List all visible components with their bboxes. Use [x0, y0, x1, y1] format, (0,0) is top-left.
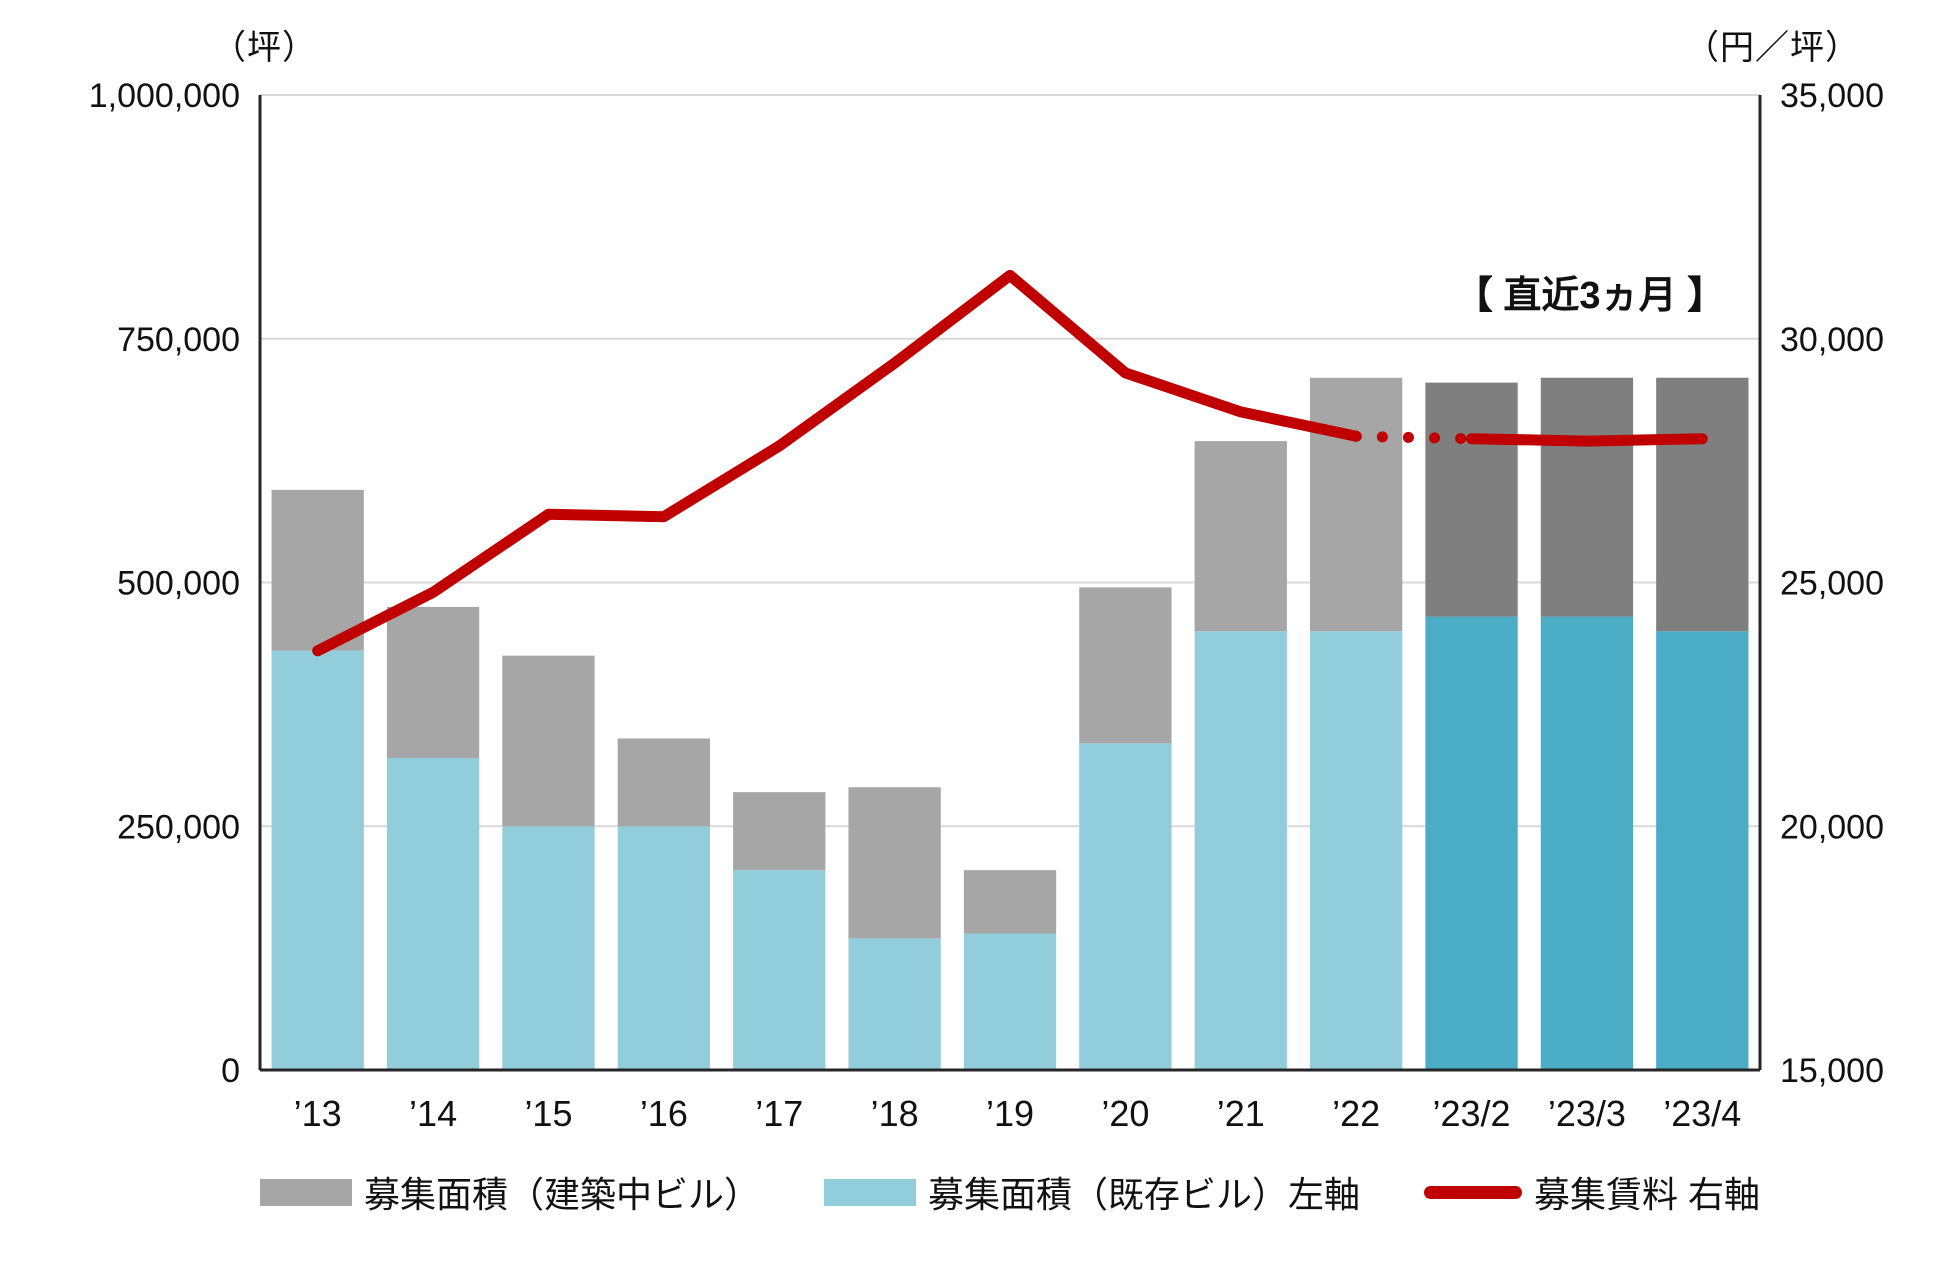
left-tick-label: 0	[221, 1052, 240, 1090]
bar-existing-segment	[733, 870, 826, 1070]
rent-line-series	[312, 269, 1708, 657]
bar-construction-segment	[386, 606, 480, 758]
x-tick-label: ’20	[1101, 1093, 1149, 1134]
bar-construction-segment	[1194, 441, 1287, 632]
rent-line-dotted	[1350, 430, 1477, 445]
left-tick-label: 750,000	[117, 321, 240, 359]
bar-existing-segment	[1310, 631, 1403, 1070]
left-tick-label: 500,000	[117, 565, 240, 603]
bar-existing-segment	[271, 650, 364, 1070]
x-axis-tick-labels: ’13 ’14 ’15 ’16 ’17 ’18 ’19 ’20 ’21 ’22 ’23/2 ’23/3…	[294, 1093, 1742, 1134]
bar-construction-segment	[1079, 587, 1172, 744]
x-tick-label: ’21	[1217, 1093, 1265, 1134]
left-tick-label: 250,000	[117, 808, 240, 846]
x-tick-label: ’17	[755, 1093, 803, 1134]
bar-existing-segment	[502, 826, 595, 1070]
left-tick-label: 1,000,000	[89, 77, 240, 115]
bar-construction-segment	[963, 870, 1057, 934]
x-tick-label: ’19	[986, 1093, 1034, 1134]
bar-existing-segment	[848, 938, 941, 1070]
axis-lines	[258, 95, 1762, 1072]
right-tick-label: 25,000	[1780, 565, 1884, 603]
legend-swatch-rent-line	[1423, 1185, 1522, 1199]
right-tick-label: 15,000	[1780, 1052, 1884, 1090]
bar-existing-segment	[1656, 631, 1749, 1070]
recent-3-months-annotation: 【 直近3ヵ月 】	[1454, 275, 1726, 317]
legend-item-rent: 募集賃料 右軸	[1423, 1166, 1760, 1218]
legend-item-construction: 募集面積（建築中ビル）	[260, 1166, 760, 1218]
bar-existing-segment	[1425, 616, 1518, 1070]
bars-group	[271, 377, 1749, 1070]
x-tick-label: ’23/3	[1548, 1093, 1626, 1134]
bar-existing-segment	[1540, 616, 1634, 1070]
legend-swatch-existing	[823, 1178, 916, 1206]
bar-existing-segment	[963, 933, 1057, 1070]
bar-construction-segment	[1425, 382, 1518, 617]
bar-existing-segment	[1079, 743, 1172, 1070]
x-tick-label: ’15	[524, 1093, 572, 1134]
bar-construction-segment	[733, 792, 826, 871]
right-axis-unit-label: （円／坪）	[1685, 29, 1860, 67]
bar-construction-segment	[1310, 377, 1403, 632]
x-tick-label: ’23/4	[1663, 1093, 1741, 1134]
legend-swatch-construction	[260, 1178, 352, 1206]
legend-label-existing: 募集面積（既存ビル）左軸	[927, 1174, 1360, 1215]
right-axis-tick-labels: 35,000 30,000 25,000 20,000 15,000	[1780, 77, 1884, 1090]
bar-construction-segment	[271, 489, 364, 651]
left-axis-unit-label: （坪）	[212, 29, 317, 67]
x-tick-label: ’13	[294, 1093, 342, 1134]
bar-existing-segment	[617, 826, 710, 1070]
x-tick-label: ’18	[871, 1093, 919, 1134]
bar-construction-segment	[1540, 377, 1634, 617]
legend-label-construction: 募集面積（建築中ビル）	[364, 1174, 761, 1215]
bar-existing-segment	[386, 758, 480, 1070]
bar-existing-segment	[1194, 631, 1287, 1070]
legend-item-existing: 募集面積（既存ビル）左軸	[823, 1166, 1360, 1218]
x-tick-label: ’22	[1332, 1093, 1380, 1134]
legend-label-rent: 募集賃料 右軸	[1533, 1174, 1760, 1215]
left-axis-tick-labels: 1,000,000 750,000 500,000 250,000 0	[89, 77, 240, 1090]
rent-line-solid	[312, 269, 1362, 657]
x-tick-label: ’23/2	[1432, 1093, 1510, 1134]
bar-construction-segment	[848, 787, 941, 939]
x-tick-label: ’14	[409, 1093, 457, 1134]
chart-legend: 募集面積（建築中ビル） 募集面積（既存ビル）左軸 募集賃料 右軸	[260, 1166, 1760, 1218]
right-tick-label: 30,000	[1780, 321, 1884, 359]
bar-construction-segment	[1656, 377, 1749, 632]
right-tick-label: 35,000	[1780, 77, 1884, 115]
right-tick-label: 20,000	[1780, 808, 1884, 846]
rent-line-recent	[1466, 433, 1708, 447]
bar-construction-segment	[617, 738, 710, 827]
bar-construction-segment	[502, 655, 595, 827]
x-tick-label: ’16	[640, 1093, 688, 1134]
